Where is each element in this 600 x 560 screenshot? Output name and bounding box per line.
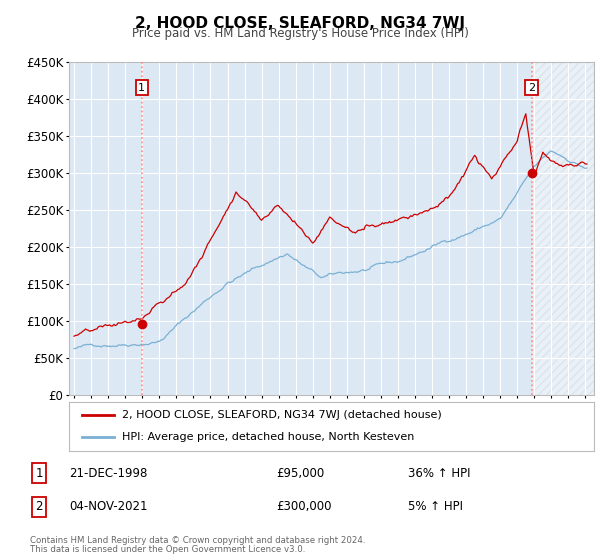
Text: Contains HM Land Registry data © Crown copyright and database right 2024.: Contains HM Land Registry data © Crown c… — [30, 536, 365, 545]
Text: 21-DEC-1998: 21-DEC-1998 — [69, 466, 148, 480]
Text: This data is licensed under the Open Government Licence v3.0.: This data is licensed under the Open Gov… — [30, 545, 305, 554]
Text: £300,000: £300,000 — [276, 500, 331, 514]
Text: 36% ↑ HPI: 36% ↑ HPI — [408, 466, 470, 480]
Text: 04-NOV-2021: 04-NOV-2021 — [69, 500, 148, 514]
Text: 5% ↑ HPI: 5% ↑ HPI — [408, 500, 463, 514]
Text: 2, HOOD CLOSE, SLEAFORD, NG34 7WJ (detached house): 2, HOOD CLOSE, SLEAFORD, NG34 7WJ (detac… — [121, 410, 441, 421]
Text: 2: 2 — [35, 500, 43, 514]
Text: 2: 2 — [528, 82, 535, 92]
Text: 1: 1 — [35, 466, 43, 480]
Text: 2, HOOD CLOSE, SLEAFORD, NG34 7WJ: 2, HOOD CLOSE, SLEAFORD, NG34 7WJ — [135, 16, 465, 31]
Text: Price paid vs. HM Land Registry's House Price Index (HPI): Price paid vs. HM Land Registry's House … — [131, 27, 469, 40]
Text: HPI: Average price, detached house, North Kesteven: HPI: Average price, detached house, Nort… — [121, 432, 414, 442]
Text: £95,000: £95,000 — [276, 466, 324, 480]
Text: 1: 1 — [138, 82, 145, 92]
Bar — [532, 62, 594, 395]
